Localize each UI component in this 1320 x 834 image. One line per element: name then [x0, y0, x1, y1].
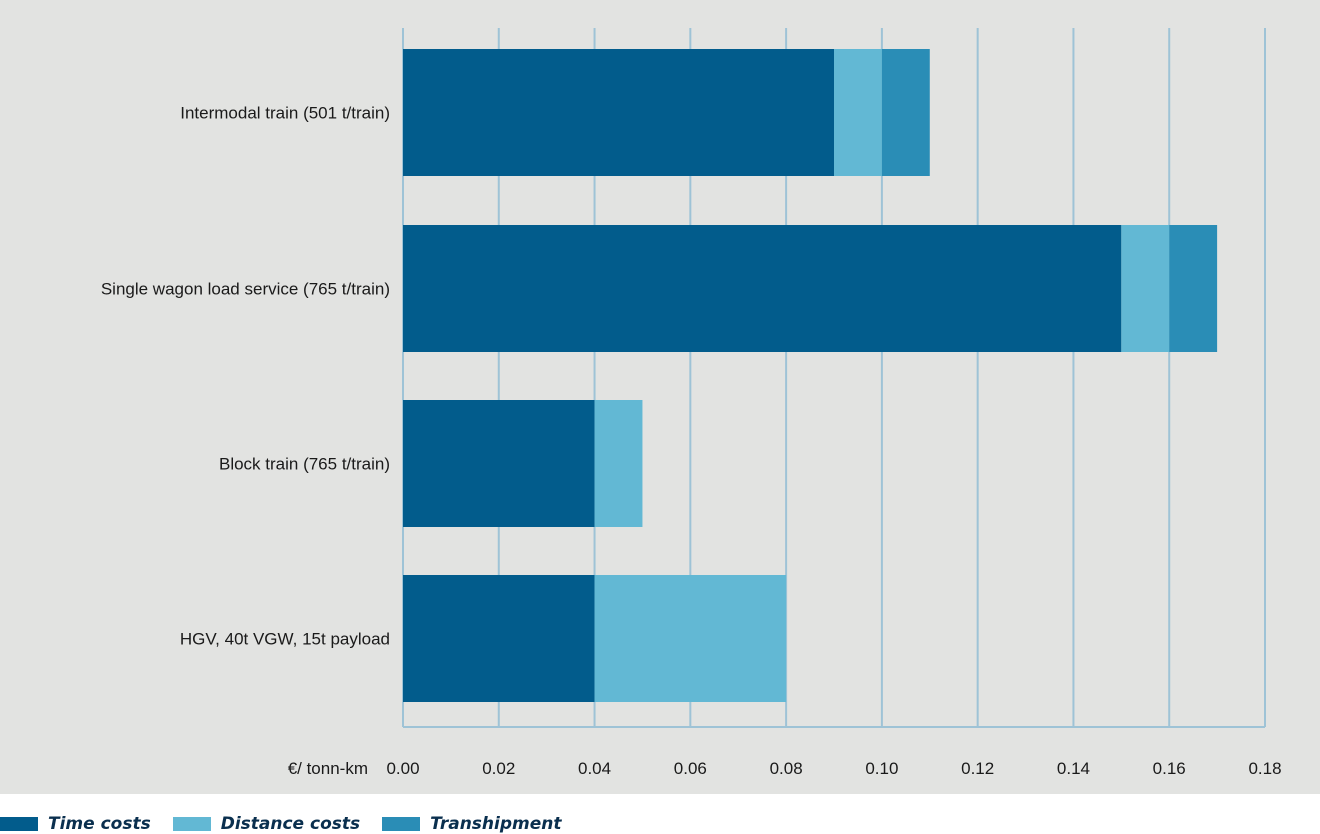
legend-label-distance-costs: Distance costs [220, 814, 361, 834]
x-tick-labels: 0.00 0.02 0.04 0.06 0.08 0.10 0.12 0.14 0.16 0.18 [386, 759, 1281, 778]
category-label: Single wagon load service (765 t/train) [101, 280, 390, 299]
x-tick-label: 0.00 [386, 759, 419, 778]
legend-swatch-distance-costs [172, 817, 211, 831]
legend-swatch-transhipment [382, 817, 421, 831]
bar-segment-distance-costs [594, 400, 643, 527]
legend-item-distance-costs: Distance costs [172, 814, 361, 834]
x-tick-label: 0.14 [1057, 759, 1090, 778]
bar-segment-transhipment [881, 49, 930, 176]
bar-segment-time-costs [403, 400, 595, 527]
x-tick-label: 0.12 [961, 759, 994, 778]
stacked-bar-chart: Intermodal train (501 t/train) Single wag… [101, 28, 1282, 778]
category-label: Block train (765 t/train) [219, 455, 390, 474]
x-tick-label: 0.18 [1248, 759, 1281, 778]
legend-label-transhipment: Transhipment [430, 814, 562, 834]
legend-label-time-costs: Time costs [48, 814, 151, 834]
x-axis-label: €/ tonn-km [288, 759, 368, 778]
bars [403, 49, 1218, 702]
x-tick-label: 0.08 [770, 759, 803, 778]
bar-segment-distance-costs [834, 49, 882, 176]
legend-item-time-costs: Time costs [0, 814, 151, 834]
x-tick-label: 0.06 [674, 759, 707, 778]
x-tick-label: 0.02 [482, 759, 515, 778]
legend-item-transhipment: Transhipment [382, 814, 562, 834]
bar-segment-distance-costs [594, 575, 787, 702]
category-label: HGV, 40t VGW, 15t payload [180, 630, 390, 649]
legend-swatch-time-costs [0, 817, 38, 831]
bar-segment-time-costs [403, 225, 1122, 352]
bar-segment-time-costs [403, 575, 595, 702]
x-tick-label: 0.10 [865, 759, 898, 778]
bar-segment-time-costs [403, 49, 834, 176]
x-tick-label: 0.04 [578, 759, 611, 778]
bar-segment-transhipment [1169, 225, 1218, 352]
bar-segment-distance-costs [1121, 225, 1170, 352]
category-label: Intermodal train (501 t/train) [180, 104, 390, 123]
x-tick-label: 0.16 [1153, 759, 1186, 778]
category-labels: Intermodal train (501 t/train) Single wag… [101, 104, 390, 649]
legend: Time costs Distance costs Transhipment [0, 814, 584, 834]
